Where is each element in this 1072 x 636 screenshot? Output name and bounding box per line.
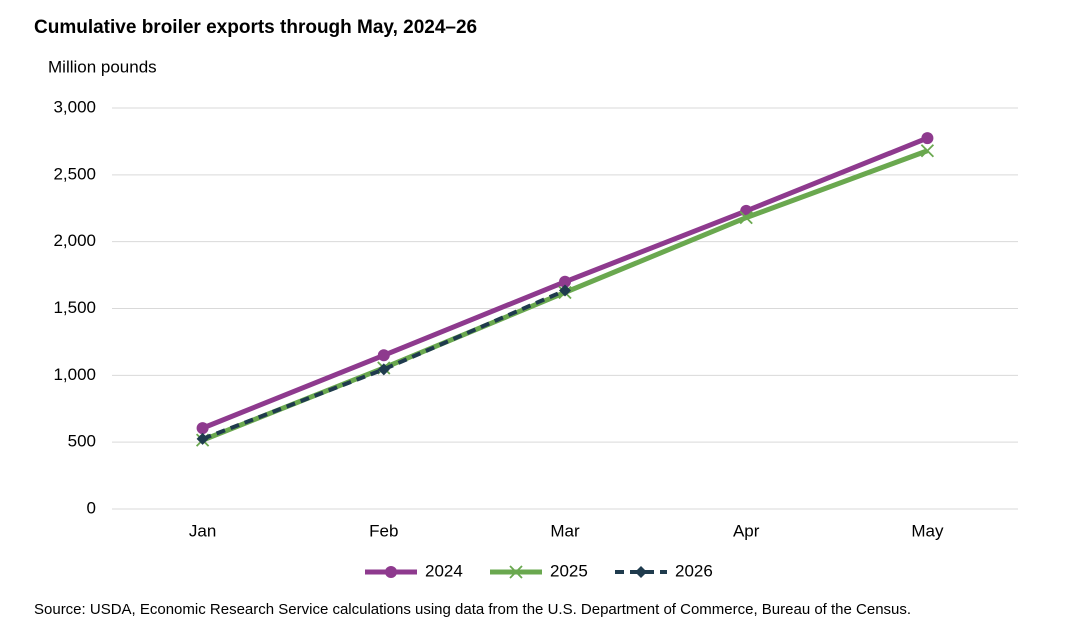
point-marker <box>559 284 571 297</box>
y-tick-label: 1,500 <box>53 298 96 317</box>
source-note: Source: USDA, Economic Research Service … <box>34 601 911 618</box>
point-marker <box>920 144 935 158</box>
point-marker <box>739 210 753 225</box>
x-tick-label: Mar <box>550 521 580 540</box>
y-axis-label: Million pounds <box>48 57 157 76</box>
legend-marker <box>385 566 397 578</box>
y-tick-label: 500 <box>68 432 96 451</box>
legend-marker <box>635 566 647 578</box>
point-marker <box>559 275 571 288</box>
point-marker <box>377 349 390 362</box>
y-tick-label: 3,000 <box>53 97 96 116</box>
point-marker <box>196 432 209 445</box>
legend-label: 2024 <box>425 561 463 580</box>
y-tick-label: 2,500 <box>53 164 96 183</box>
point-marker <box>377 363 390 376</box>
y-tick-label: 0 <box>87 498 96 517</box>
point-marker <box>196 422 209 435</box>
legend-label: 2026 <box>675 561 713 580</box>
chart-title: Cumulative broiler exports through May, … <box>34 17 477 38</box>
y-tick-label: 2,000 <box>53 231 96 250</box>
legend-marker <box>509 565 523 579</box>
x-tick-label: Jan <box>189 521 216 540</box>
point-marker <box>921 132 934 145</box>
legend-label: 2025 <box>550 561 588 580</box>
x-tick-label: Feb <box>369 521 398 540</box>
y-tick-label: 1,000 <box>53 365 96 384</box>
x-tick-label: Apr <box>733 521 760 540</box>
series-line <box>201 288 566 441</box>
x-tick-label: May <box>911 521 944 540</box>
